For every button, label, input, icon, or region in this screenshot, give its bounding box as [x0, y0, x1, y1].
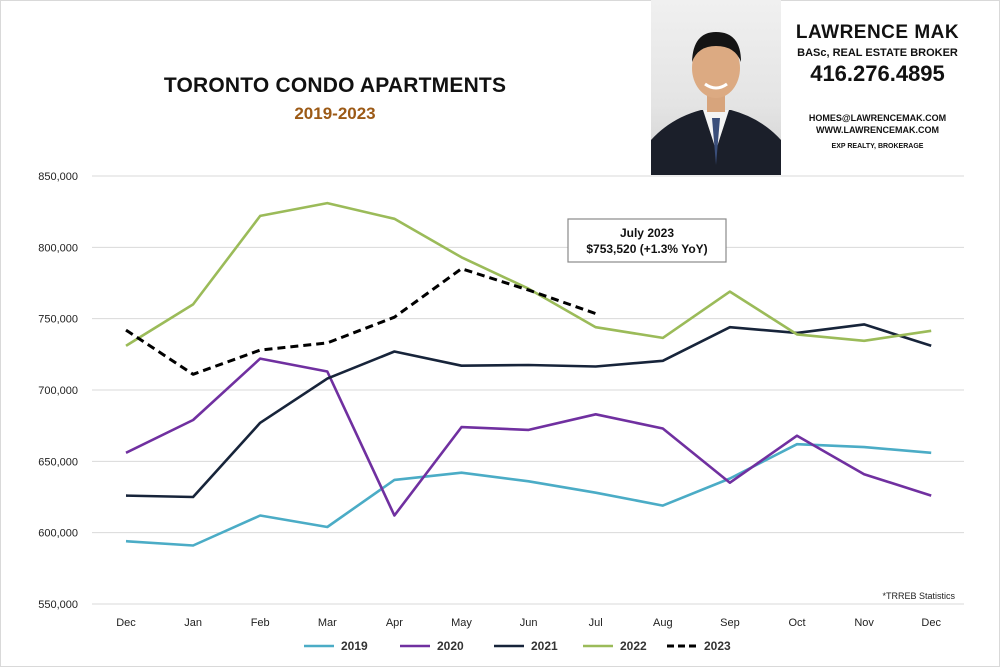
series-line-2019 [125, 442, 932, 547]
legend-label-2021: 2021 [531, 639, 558, 653]
agent-website[interactable]: WWW.LAWRENCEMAK.COM [816, 125, 939, 135]
agent-brokerage: EXP REALTY, BROKERAGE [831, 143, 924, 150]
x-tick-label: May [451, 617, 472, 629]
y-tick-label: 800,000 [38, 242, 78, 254]
legend-label-2020: 2020 [437, 639, 464, 653]
legend-label-2022: 2022 [620, 639, 647, 653]
x-tick-label: Jan [184, 617, 202, 629]
x-tick-label: Jun [520, 617, 538, 629]
x-tick-label: Aug [653, 617, 673, 629]
x-tick-label: Feb [251, 617, 270, 629]
series-lines [125, 201, 932, 547]
series-line-2022 [125, 201, 932, 347]
agent-name: LAWRENCE MAK [795, 22, 960, 43]
x-tick-label: Dec [116, 617, 136, 629]
grid-lines [92, 175, 964, 605]
x-axis: Dec Jan Feb Mar Apr May Jun Jul Aug Sep Oct Nov Dec [116, 617, 941, 629]
agent-portrait-image [651, 32, 781, 175]
series-line-2023 [125, 267, 597, 376]
x-tick-label: Dec [921, 617, 941, 629]
x-tick-label: Apr [386, 617, 403, 629]
x-tick-label: Sep [720, 617, 740, 629]
x-tick-label: Oct [788, 617, 805, 629]
callout-line-2: $753,520 (+1.3% YoY) [586, 242, 707, 256]
agent-phone[interactable]: 416.276.4895 [810, 61, 945, 86]
source-note: *TRREB Statistics [882, 591, 955, 601]
chart-title: TORONTO CONDO APARTMENTS [163, 74, 507, 97]
callout-line-1: July 2023 [620, 226, 674, 240]
legend-label-2019: 2019 [341, 639, 368, 653]
agent-role: BASc, REAL ESTATE BROKER [797, 47, 958, 59]
legend-label-2023: 2023 [704, 639, 731, 653]
y-axis: 550,000 600,000 650,000 700,000 750,000 800,0… [38, 171, 78, 611]
series-line-2021 [125, 323, 932, 499]
agent-photo [651, 0, 781, 175]
chart-subtitle: 2019-2023 [294, 104, 376, 123]
agent-info: LAWRENCE MAK BASc, REAL ESTATE BROKER 41… [790, 22, 965, 150]
y-tick-label: 750,000 [38, 314, 78, 326]
y-tick-label: 600,000 [38, 528, 78, 540]
x-tick-label: Mar [318, 617, 337, 629]
y-tick-label: 700,000 [38, 385, 78, 397]
callout-box: July 2023 $753,520 (+1.3% YoY) [567, 218, 727, 263]
x-tick-label: Nov [854, 617, 874, 629]
legend: 2019 2020 2021 2022 2023 [304, 639, 731, 653]
x-tick-label: Jul [589, 617, 603, 629]
title-block: TORONTO CONDO APARTMENTS 2019-2023 [150, 74, 520, 124]
y-tick-label: 550,000 [38, 599, 78, 611]
y-tick-label: 850,000 [38, 171, 78, 183]
y-tick-label: 650,000 [38, 456, 78, 468]
agent-email[interactable]: HOMES@LAWRENCEMAK.COM [808, 113, 947, 123]
series-line-2020 [125, 357, 932, 517]
